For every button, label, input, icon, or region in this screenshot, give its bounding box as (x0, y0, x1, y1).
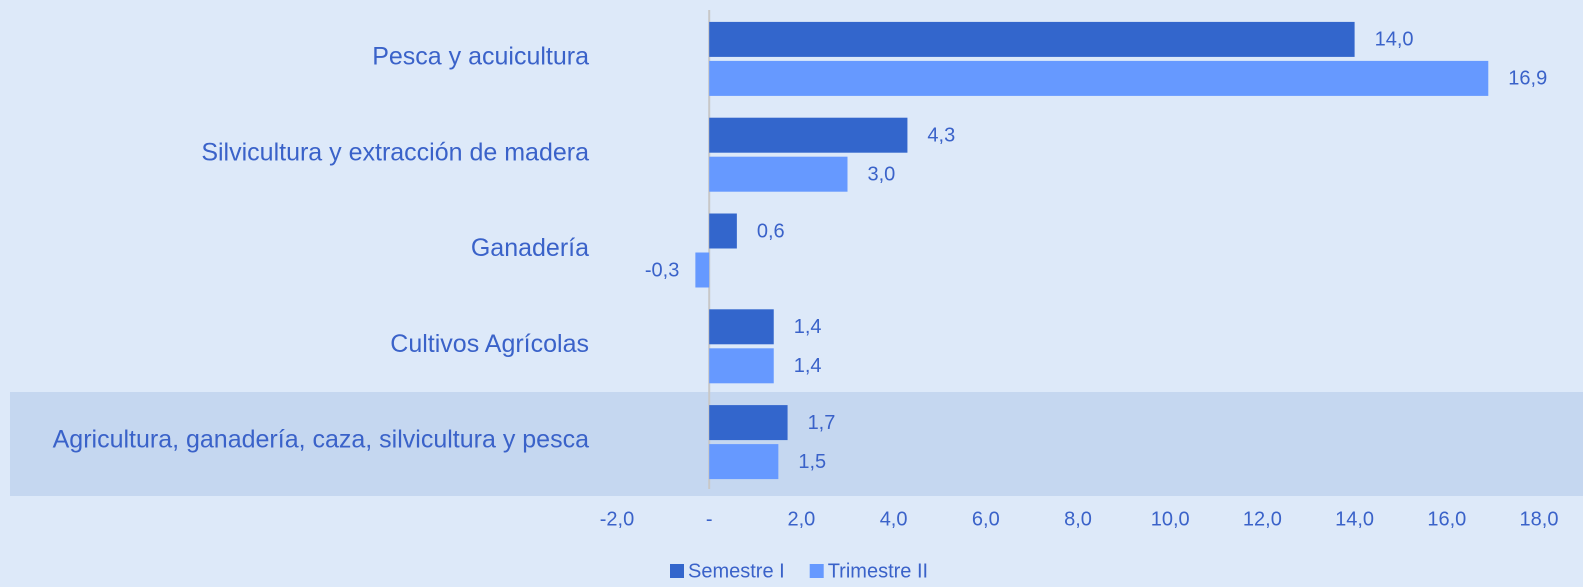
bar (709, 309, 774, 345)
bar (709, 348, 774, 384)
category-label: Cultivos Agrícolas (390, 330, 589, 358)
x-tick-label: - (706, 508, 713, 530)
bar (709, 213, 737, 249)
bar (709, 60, 1489, 96)
x-tick-label: 2,0 (787, 508, 815, 530)
bar (709, 444, 779, 480)
x-tick-label: 14,0 (1335, 508, 1374, 530)
value-label: 1,5 (798, 451, 826, 473)
bar (709, 405, 788, 441)
bar (709, 21, 1355, 57)
legend-swatch (670, 564, 684, 578)
x-tick-label: 18,0 (1520, 508, 1559, 530)
x-tick-label: 8,0 (1064, 508, 1092, 530)
value-label: -0,3 (645, 259, 679, 281)
value-label: 1,7 (808, 412, 836, 434)
x-tick-label: 12,0 (1243, 508, 1282, 530)
highlight-band (10, 392, 1583, 496)
value-label: 0,6 (757, 220, 785, 242)
value-label: 1,4 (794, 316, 822, 338)
bar (709, 156, 848, 192)
bar (695, 252, 710, 288)
category-label: Agricultura, ganadería, caza, silvicultu… (53, 426, 589, 454)
value-label: 14,0 (1375, 29, 1414, 51)
x-tick-label: 4,0 (880, 508, 908, 530)
x-tick-label: 16,0 (1427, 508, 1466, 530)
legend-label: Trimestre II (828, 560, 928, 582)
legend-swatch (809, 564, 824, 578)
x-tick-label: -2,0 (600, 508, 634, 530)
value-label: 1,4 (794, 355, 822, 377)
category-label: Silvicultura y extracción de madera (201, 138, 589, 166)
x-tick-label: 10,0 (1151, 508, 1190, 530)
value-label: 16,9 (1508, 68, 1547, 90)
category-label: Ganadería (471, 234, 589, 262)
x-tick-label: 6,0 (972, 508, 1000, 530)
value-label: 4,3 (927, 124, 955, 146)
value-label: 3,0 (868, 163, 896, 185)
legend-label: Semestre I (688, 560, 785, 582)
category-label: Pesca y acuicultura (372, 43, 589, 71)
bar (709, 117, 908, 153)
